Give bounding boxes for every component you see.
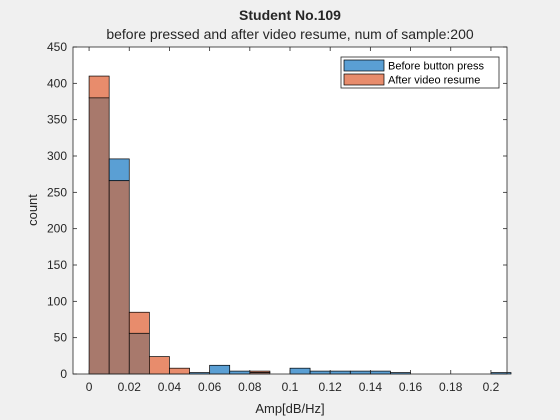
histogram-bar bbox=[349, 370, 371, 375]
x-tick-label: 0.14 bbox=[359, 380, 383, 394]
y-axis-label: count bbox=[25, 194, 40, 226]
y-tick-label: 350 bbox=[47, 113, 67, 127]
x-tick-label: 0.04 bbox=[158, 380, 182, 394]
x-tick-label: 0.12 bbox=[319, 380, 343, 394]
x-tick-label: 0.06 bbox=[198, 380, 222, 394]
legend-swatch-before bbox=[343, 59, 385, 72]
histogram-bar bbox=[128, 311, 150, 334]
histogram-bar bbox=[209, 364, 231, 375]
y-tick-label: 0 bbox=[60, 367, 67, 381]
y-tick-label: 50 bbox=[54, 331, 68, 345]
chart-subtitle: before pressed and after video resume, n… bbox=[106, 26, 474, 42]
histogram-bar bbox=[169, 367, 190, 375]
bars-group bbox=[88, 75, 512, 375]
y-tick-label: 400 bbox=[47, 76, 67, 90]
histogram-bar bbox=[108, 158, 130, 182]
x-tick-label: 0.08 bbox=[238, 380, 262, 394]
histogram-bar bbox=[289, 367, 311, 375]
histogram-bar bbox=[309, 370, 331, 375]
histogram-bar bbox=[88, 75, 110, 99]
y-tick-label: 150 bbox=[47, 258, 67, 272]
ticks-group: 0 0.02 0.04 0.06 0.08 0.1 0.12 0.14 0.16 0.18 0.2 0… bbox=[47, 40, 507, 394]
x-tick-label: 0.02 bbox=[118, 380, 142, 394]
y-tick-label: 250 bbox=[47, 185, 67, 199]
x-tick-label: 0.2 bbox=[483, 380, 500, 394]
legend-label-before: Before button press bbox=[388, 61, 485, 73]
histogram-bar bbox=[229, 370, 251, 375]
x-tick-label: 0.18 bbox=[439, 380, 463, 394]
histogram-bar-overlap bbox=[88, 97, 110, 375]
histogram-bar bbox=[149, 356, 170, 375]
y-tick-label: 100 bbox=[47, 294, 67, 308]
x-tick-label: 0 bbox=[86, 380, 93, 394]
legend-label-after: After video resume bbox=[388, 75, 480, 87]
x-tick-label: 0.1 bbox=[282, 380, 299, 394]
legend: Before button press After video resume bbox=[340, 56, 500, 89]
chart-title: Student No.109 bbox=[239, 7, 341, 23]
y-tick-label: 200 bbox=[47, 222, 67, 236]
histogram-bar-overlap bbox=[128, 332, 150, 375]
y-tick-label: 300 bbox=[47, 149, 67, 163]
x-tick-label: 0.16 bbox=[399, 380, 423, 394]
histogram-bar bbox=[370, 370, 391, 375]
legend-swatch-after bbox=[343, 73, 385, 86]
x-axis-label: Amp[dB/Hz] bbox=[255, 401, 324, 416]
histogram-bar bbox=[329, 370, 351, 375]
histogram-bar-overlap bbox=[108, 180, 130, 375]
y-tick-label: 450 bbox=[47, 40, 67, 54]
plot-frame bbox=[72, 46, 508, 375]
